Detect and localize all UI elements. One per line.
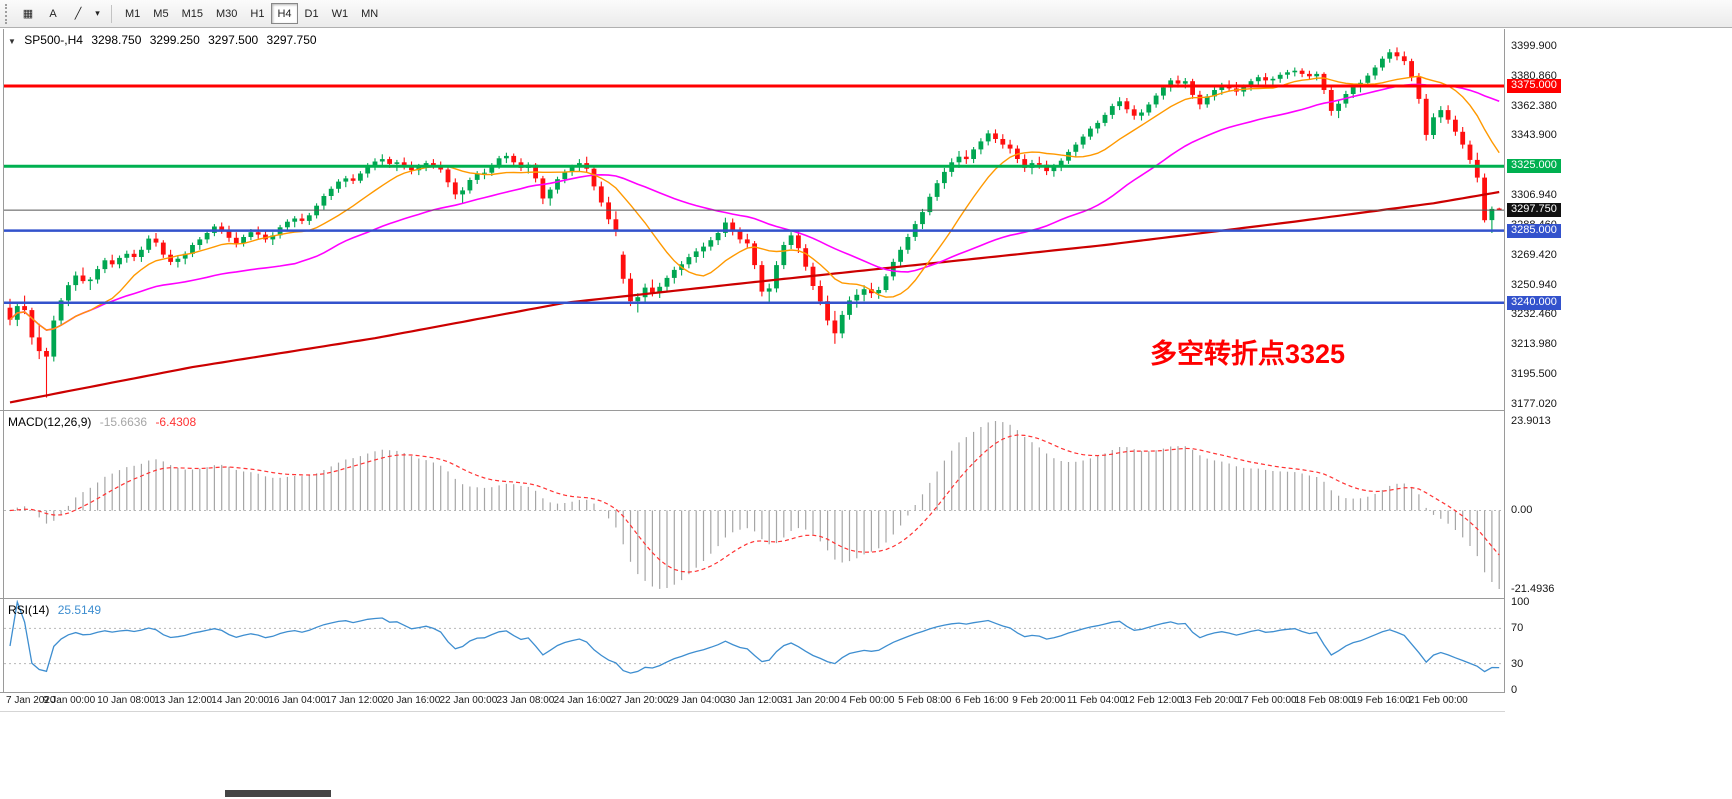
bar-close-value: 3297.750 — [266, 33, 317, 47]
time-axis-label: 13 Feb 20:00 — [1180, 695, 1240, 706]
text-annotation-icon[interactable]: A — [41, 3, 65, 24]
time-axis-label: 6 Feb 16:00 — [955, 695, 1009, 706]
rsi-axis-label: 30 — [1511, 657, 1524, 670]
price-axis-label: 3362.380 — [1511, 99, 1557, 112]
price-tag-resistance-line: 3375.000 — [1507, 78, 1561, 93]
time-axis-label: 30 Jan 12:00 — [724, 695, 783, 706]
macd-axis-label-min: -21.4936 — [1511, 583, 1555, 595]
annotation-text[interactable]: 多空转折点3325 — [1150, 339, 1346, 369]
time-axis-label: 27 Jan 20:00 — [610, 695, 669, 706]
time-axis-label: 7 Jan 2020 — [6, 695, 56, 706]
time-axis-label: 5 Feb 08:00 — [898, 695, 952, 706]
time-axis-label: 12 Feb 12:00 — [1123, 695, 1183, 706]
price-axis-label: 3232.460 — [1511, 308, 1557, 321]
time-axis-label: 23 Jan 08:00 — [496, 695, 555, 706]
time-axis-label: 20 Jan 16:00 — [382, 695, 441, 706]
bar-low-value: 3297.500 — [208, 33, 259, 47]
time-axis-label: 9 Feb 20:00 — [1012, 695, 1066, 706]
macd-main-value: -15.6636 — [99, 415, 148, 429]
trendline-tool-icon[interactable]: ╱ — [66, 3, 90, 24]
scrollbar-thumb[interactable] — [225, 790, 331, 797]
main-chart-canvas[interactable] — [4, 30, 1505, 410]
toolbar-icon-group: ▦ A ╱ ▾ — [16, 3, 104, 24]
time-axis-label: 13 Jan 12:00 — [154, 695, 213, 706]
toolbar: ▦ A ╱ ▾ M1 M5 M15 M30 H1 H4 D1 W1 MN — [0, 0, 1732, 28]
macd-axis-label-zero: 0.00 — [1511, 504, 1533, 517]
time-axis-label: 17 Jan 12:00 — [325, 695, 384, 706]
macd-info: MACD(12,26,9) -15.6636 -6.4308 — [8, 415, 201, 429]
rsi-canvas[interactable] — [4, 600, 1505, 692]
price-axis-label: 3195.500 — [1511, 368, 1557, 381]
timeframe-d1-button[interactable]: D1 — [299, 3, 325, 24]
time-axis-label: 10 Jan 08:00 — [97, 695, 156, 706]
price-axis-label: 3399.900 — [1511, 40, 1557, 52]
timeframe-h4-button[interactable]: H4 — [271, 3, 298, 24]
symbol-dropdown-icon[interactable]: ▼ — [8, 37, 16, 46]
price-axis-label: 3250.940 — [1511, 278, 1557, 291]
price-axis-label: 3269.420 — [1511, 248, 1557, 261]
price-axis-label: 3213.980 — [1511, 338, 1557, 351]
macd-signal-value: -6.4308 — [155, 415, 197, 429]
macd-canvas[interactable] — [4, 412, 1505, 598]
rsi-axis-label: 0 — [1511, 684, 1518, 696]
time-axis-label: 4 Feb 00:00 — [841, 695, 895, 706]
price-tag-support-line: 3240.000 — [1507, 295, 1561, 310]
axis-border — [1504, 29, 1505, 693]
rsi-info: RSI(14) 25.5149 — [8, 603, 106, 617]
time-axis-label: 21 Feb 00:00 — [1408, 695, 1468, 706]
pane-separator-rsi-time — [0, 692, 1732, 693]
symbol-info: ▼ SP500-,H4 3298.750 3299.250 3297.500 3… — [8, 33, 322, 47]
time-axis-label: 14 Jan 20:00 — [211, 695, 270, 706]
timeframe-w1-button[interactable]: W1 — [326, 3, 355, 24]
timeframe-m15-button[interactable]: M15 — [176, 3, 209, 24]
pane-separator-main-macd[interactable] — [0, 410, 1732, 411]
bar-open-value: 3298.750 — [91, 33, 142, 47]
timeframe-m1-button[interactable]: M1 — [119, 3, 146, 24]
time-axis-label: 22 Jan 00:00 — [439, 695, 498, 706]
price-tag-current-price: 3297.750 — [1507, 203, 1561, 218]
time-axis-label: 16 Jan 04:00 — [268, 695, 327, 706]
chart-bottom-border — [0, 711, 1732, 712]
time-axis-label: 9 Jan 00:00 — [42, 695, 96, 706]
rsi-axis-label: 70 — [1511, 622, 1524, 635]
price-axis-label: 3306.940 — [1511, 189, 1557, 202]
chart-left-border — [3, 29, 4, 692]
rsi-label: RSI(14) — [8, 603, 50, 617]
timeframe-h1-button[interactable]: H1 — [244, 3, 270, 24]
toolbar-separator — [111, 4, 112, 23]
time-axis-label: 19 Feb 16:00 — [1351, 695, 1411, 706]
tools-dropdown-icon[interactable]: ▾ — [91, 3, 104, 24]
price-axis-label: 3177.020 — [1511, 397, 1557, 410]
timeframe-mn-button[interactable]: MN — [355, 3, 384, 24]
time-axis-label: 24 Jan 16:00 — [553, 695, 612, 706]
pane-separator-macd-rsi[interactable] — [0, 598, 1732, 599]
time-axis-label: 29 Jan 04:00 — [667, 695, 726, 706]
price-axis[interactable]: 3399.9003380.8603362.3803343.9003325.420… — [1505, 28, 1732, 712]
price-axis-label: 3343.900 — [1511, 129, 1557, 142]
time-axis-label: 11 Feb 04:00 — [1066, 695, 1126, 706]
toolbar-grip[interactable] — [5, 3, 10, 24]
price-axis-label: 3380.860 — [1511, 69, 1557, 82]
macd-label: MACD(12,26,9) — [8, 415, 92, 429]
price-tag-support-line: 3285.000 — [1507, 223, 1561, 238]
bar-high-value: 3299.250 — [149, 33, 200, 47]
macd-axis-label-max: 23.9013 — [1511, 415, 1551, 427]
time-axis-label: 17 Feb 00:00 — [1237, 695, 1297, 706]
time-axis[interactable]: 7 Jan 2020 9 Jan 00:00 10 Jan 08:00 13 Jan … — [4, 694, 1504, 711]
time-axis-label: 18 Feb 08:00 — [1294, 695, 1354, 706]
timeframe-m30-button[interactable]: M30 — [210, 3, 243, 24]
timeframe-group: M1 M5 M15 M30 H1 H4 D1 W1 MN — [119, 3, 384, 24]
rsi-axis-label: 100 — [1511, 596, 1530, 608]
timeframe-m5-button[interactable]: M5 — [147, 3, 174, 24]
time-axis-label: 31 Jan 20:00 — [781, 695, 840, 706]
chart-grid-icon[interactable]: ▦ — [16, 3, 40, 24]
symbol-period-label: SP500-,H4 — [24, 33, 83, 47]
price-tag-pivot-line: 3325.000 — [1507, 159, 1561, 174]
rsi-value: 25.5149 — [57, 603, 102, 617]
